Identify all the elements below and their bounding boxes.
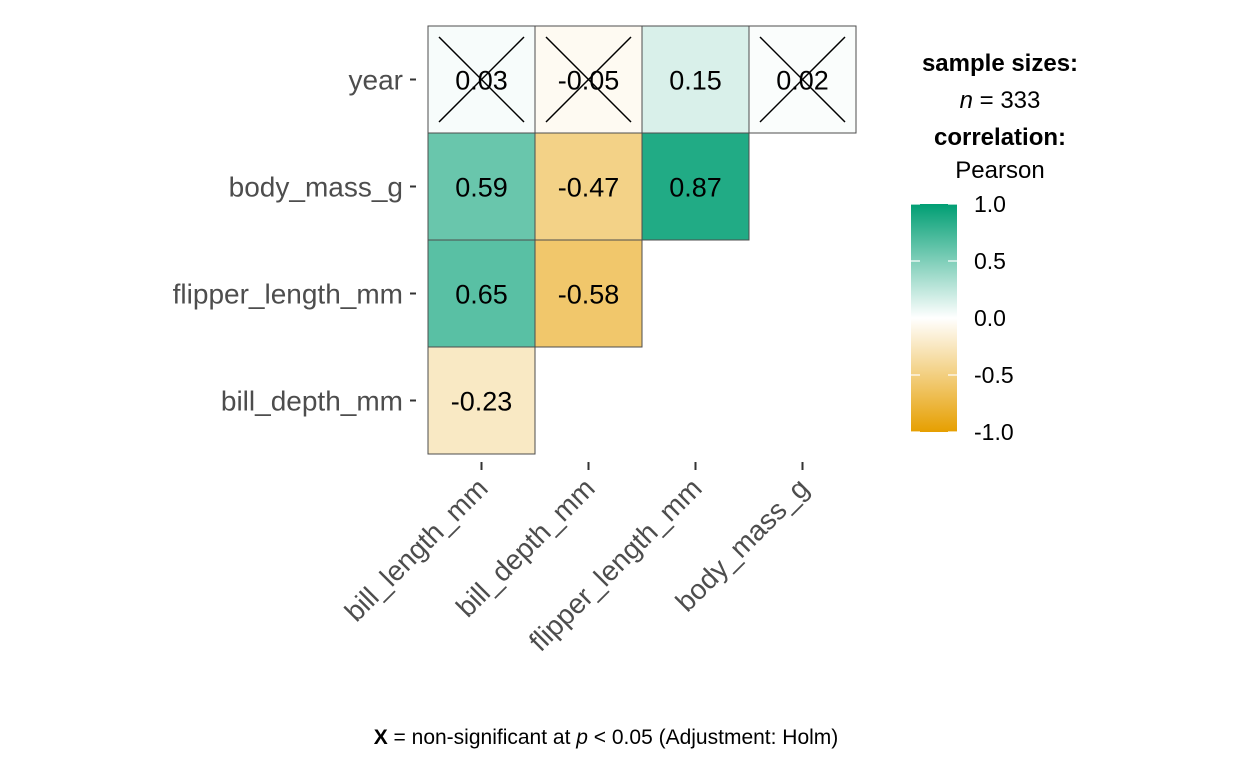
legend-tick-label: -1.0: [974, 419, 1014, 445]
legend-title-sample-sizes: sample sizes:: [922, 50, 1078, 77]
legend-tick-label: 1.0: [974, 191, 1006, 217]
legend-title-method: Pearson: [955, 157, 1044, 184]
y-label-body-mass-g: body_mass_g: [229, 172, 403, 203]
cell-flipper-length-mm-year-label: 0.15: [669, 66, 722, 96]
legend-title-correlation: correlation:: [934, 124, 1066, 151]
legend-n-value: = 333: [980, 87, 1041, 114]
legend-sample-size: n = 333: [960, 87, 1041, 114]
cell-body-mass-g-year-cross-b: [759, 36, 846, 123]
cell-bill-depth-mm-flipper-length-mm-label: -0.58: [558, 280, 620, 310]
cell-bill-length-mm-body-mass-g-label: 0.59: [455, 173, 508, 203]
cell-bill-length-mm-year: 0.03: [427, 25, 536, 134]
cell-bill-depth-mm-body-mass-g: -0.47: [534, 132, 643, 241]
cell-bill-depth-mm-year-cross-b: [545, 36, 632, 123]
cell-bill-length-mm-body-mass-g: 0.59: [427, 132, 536, 241]
legend-tick-label: -0.5: [974, 362, 1014, 388]
cell-flipper-length-mm-body-mass-g-label: 0.87: [669, 173, 722, 203]
cell-bill-length-mm-bill-depth-mm-tile: [427, 346, 536, 455]
cell-bill-depth-mm-year: -0.05: [534, 25, 643, 134]
cell-bill-length-mm-year-cross-b: [438, 36, 525, 123]
cell-bill-length-mm-bill-depth-mm-label: -0.23: [451, 387, 513, 417]
y-axis: year body_mass_g flipper_length_mm bill_dep…: [173, 65, 416, 417]
legend-n-symbol: n: [960, 87, 973, 114]
cell-bill-depth-mm-body-mass-g-tile: [534, 132, 643, 241]
caption-p-symbol: p: [575, 726, 588, 749]
cell-bill-length-mm-flipper-length-mm-tile: [427, 239, 536, 348]
legend: sample sizes: n = 333 correlation: Pears…: [911, 50, 1078, 445]
cell-flipper-length-mm-body-mass-g-tile: [641, 132, 750, 241]
y-label-bill-depth-mm: bill_depth_mm: [221, 386, 403, 417]
y-label-year: year: [349, 65, 403, 96]
cell-bill-depth-mm-body-mass-g-label: -0.47: [558, 173, 620, 203]
caption-marker: X: [374, 726, 388, 749]
legend-ticks: 1.0 0.5 0.0 -0.5 -1.0: [911, 191, 1014, 445]
cell-flipper-length-mm-body-mass-g: 0.87: [641, 132, 750, 241]
cell-bill-length-mm-flipper-length-mm-label: 0.65: [455, 280, 508, 310]
cell-body-mass-g-year: 0.02: [748, 25, 857, 134]
y-label-flipper-length-mm: flipper_length_mm: [173, 279, 403, 310]
legend-tick-label: 0.0: [974, 305, 1006, 331]
legend-tick-label: 0.5: [974, 248, 1006, 274]
cell-flipper-length-mm-year: 0.15: [641, 25, 750, 134]
cell-bill-depth-mm-flipper-length-mm-tile: [534, 239, 643, 348]
cell-bill-depth-mm-flipper-length-mm: -0.58: [534, 239, 643, 348]
caption-text-2: < 0.05 (Adjustment: Holm): [594, 726, 839, 749]
heatmap-cells: 0.03-0.05 0.15 0.02 0.59 -0.47 0.87 0.65 -0.58 -…: [427, 25, 857, 455]
caption-text-1: = non-significant at: [394, 726, 577, 749]
cell-bill-length-mm-bill-depth-mm: -0.23: [427, 346, 536, 455]
caption: X = non-significant at p < 0.05 (Adjustm…: [374, 726, 839, 749]
x-axis: bill_length_mmbill_depth_mmflipper_lengt…: [339, 462, 815, 657]
cell-bill-length-mm-flipper-length-mm: 0.65: [427, 239, 536, 348]
